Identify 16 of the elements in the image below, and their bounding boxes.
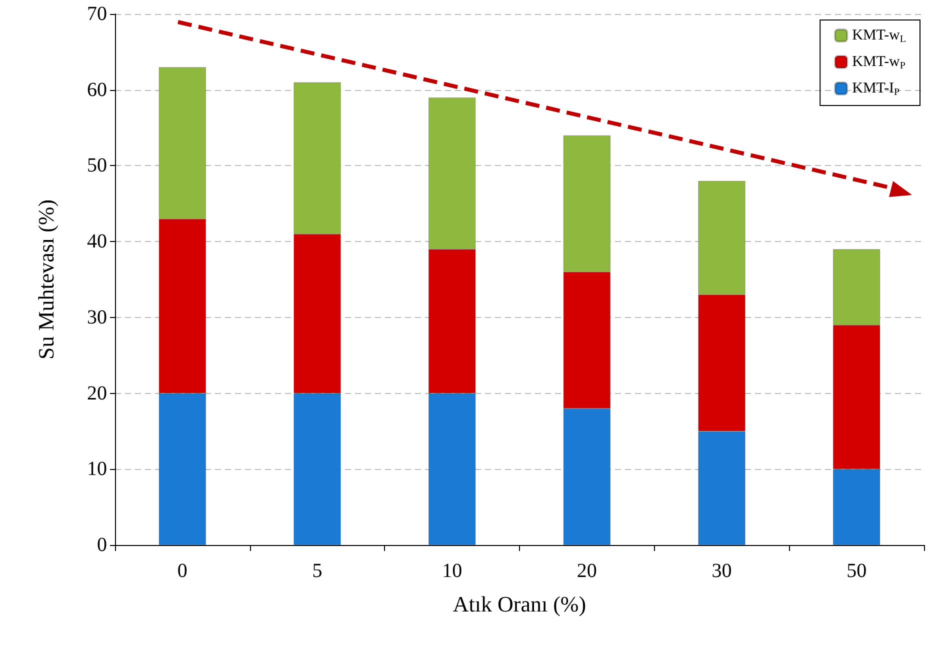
y-tick-label: 0	[97, 534, 107, 556]
x-tick-label: 50	[846, 560, 867, 582]
x-tick-label: 5	[312, 560, 322, 582]
x-tick-label: 0	[177, 560, 188, 582]
x-tick-label: 20	[576, 560, 597, 582]
y-tick-label: 50	[87, 154, 107, 177]
x-tick-label: 30	[712, 560, 732, 582]
y-tick-label: 30	[87, 306, 107, 328]
y-tick-label: 60	[87, 78, 107, 101]
x-axis-title: Atık Oranı (%)	[452, 592, 586, 616]
y-tick-label: 40	[87, 230, 107, 253]
y-axis-title: Su Muhtevası (%)	[34, 199, 58, 360]
y-tick-label: 10	[87, 458, 107, 480]
x-tick-label: 10	[442, 560, 462, 582]
y-tick-label: 20	[87, 382, 107, 404]
y-tick-label: 70	[87, 3, 107, 25]
